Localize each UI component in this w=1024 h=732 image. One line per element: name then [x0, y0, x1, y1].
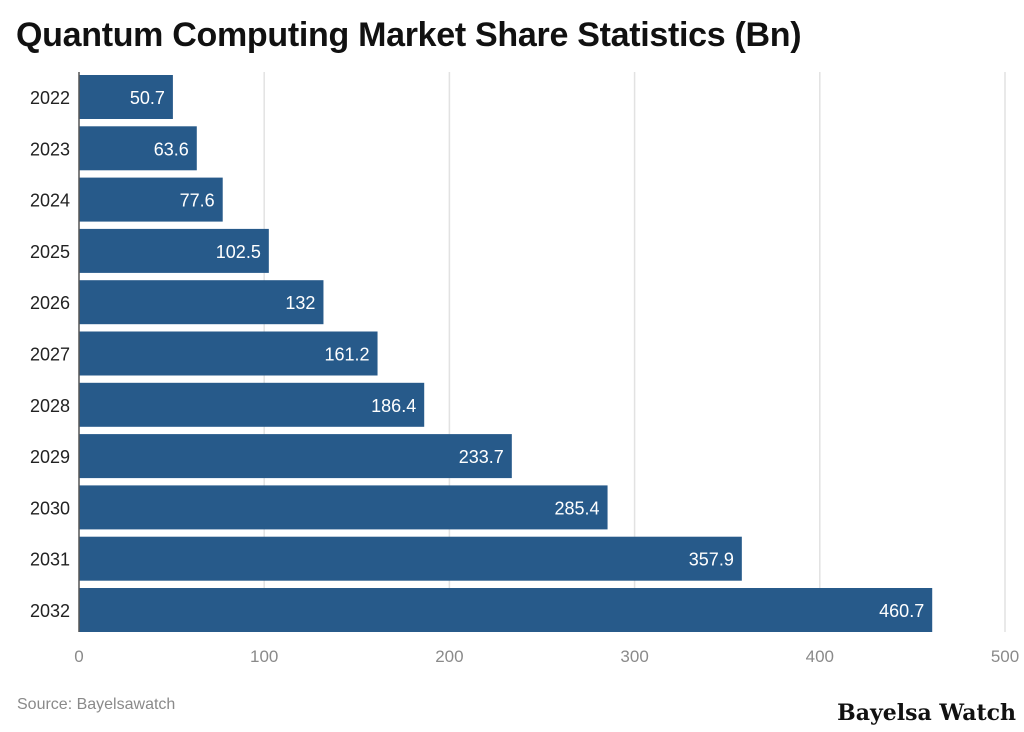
- data-label: 102.5: [216, 242, 261, 262]
- bar: [79, 75, 173, 119]
- data-label: 186.4: [371, 396, 416, 416]
- data-label: 50.7: [130, 88, 165, 108]
- bar: [79, 280, 324, 325]
- bar: [79, 485, 608, 530]
- brand-logo: Bayelsa Watch: [837, 700, 1016, 726]
- y-tick-label: 2032: [30, 601, 70, 621]
- bar-chart: 0 100 200 300 400 500 50.7 2022 63.6 2023 77.6 2024…: [30, 72, 1019, 666]
- data-label: 285.4: [555, 498, 600, 518]
- y-tick-label: 2029: [30, 447, 70, 467]
- x-tick-label: 0: [74, 647, 83, 666]
- bar: [79, 536, 742, 581]
- y-tick-label: 2030: [30, 498, 70, 518]
- data-label: 63.6: [154, 139, 189, 159]
- y-tick-label: 2022: [30, 88, 70, 108]
- data-label: 77.6: [180, 191, 215, 211]
- chart-title: Quantum Computing Market Share Statistic…: [16, 16, 802, 54]
- y-tick-label: 2028: [30, 396, 70, 416]
- y-tick-label: 2031: [30, 550, 70, 570]
- source-note: Source: Bayelsawatch: [17, 696, 176, 713]
- data-label: 233.7: [459, 447, 504, 467]
- bar: [79, 228, 269, 273]
- bar: [79, 177, 223, 222]
- y-tick-label: 2023: [30, 139, 70, 159]
- data-label: 460.7: [879, 601, 924, 621]
- x-tick-label: 300: [620, 647, 648, 666]
- y-tick-label: 2025: [30, 242, 70, 262]
- x-tick-label: 100: [250, 647, 278, 666]
- x-tick-label: 500: [991, 647, 1019, 666]
- data-label: 132: [285, 293, 315, 313]
- y-tick-label: 2026: [30, 293, 70, 313]
- bar: [79, 126, 197, 171]
- x-tick-label: 200: [435, 647, 463, 666]
- y-tick-label: 2027: [30, 345, 70, 365]
- data-label: 161.2: [324, 345, 369, 365]
- bar: [79, 331, 378, 376]
- y-tick-label: 2024: [30, 191, 70, 211]
- bar: [79, 382, 425, 427]
- x-tick-label: 400: [806, 647, 834, 666]
- bar: [79, 588, 933, 632]
- data-label: 357.9: [689, 550, 734, 570]
- bar: [79, 434, 512, 479]
